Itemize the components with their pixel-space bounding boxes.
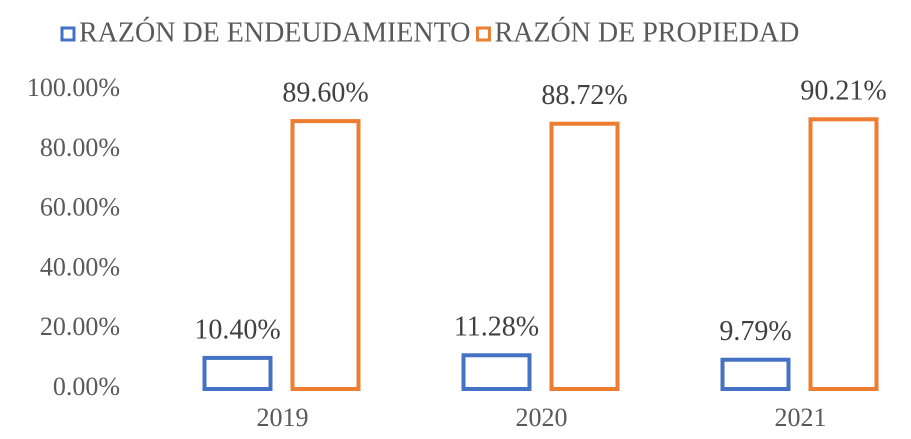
bar <box>290 119 361 391</box>
y-tick-label: 40.00% <box>40 252 120 281</box>
legend-label: RAZÓN DE ENDEUDAMIENTO <box>79 17 470 48</box>
y-tick-label: 0.00% <box>53 372 120 401</box>
bar <box>202 355 273 391</box>
x-tick-label: 2020 <box>516 403 568 432</box>
value-label: 9.79% <box>719 316 791 347</box>
value-label: 90.21% <box>800 76 886 107</box>
legend-swatch <box>60 26 76 42</box>
value-label: 89.60% <box>282 78 368 109</box>
x-tick-label: 2019 <box>257 403 309 432</box>
y-tick-label: 100.00% <box>27 73 120 102</box>
y-tick-label: 20.00% <box>40 312 120 341</box>
bar <box>461 353 532 391</box>
value-label: 10.40% <box>194 314 280 345</box>
legend-swatch <box>475 26 491 42</box>
y-tick-label: 80.00% <box>40 133 120 162</box>
legend-label: RAZÓN DE PROPIEDAD <box>494 17 799 48</box>
y-tick-label: 60.00% <box>40 193 120 222</box>
bar <box>549 121 620 391</box>
bar <box>808 117 879 392</box>
value-label: 11.28% <box>454 312 539 343</box>
x-tick-label: 2021 <box>775 403 827 432</box>
value-label: 88.72% <box>541 80 627 111</box>
bar <box>720 357 791 392</box>
